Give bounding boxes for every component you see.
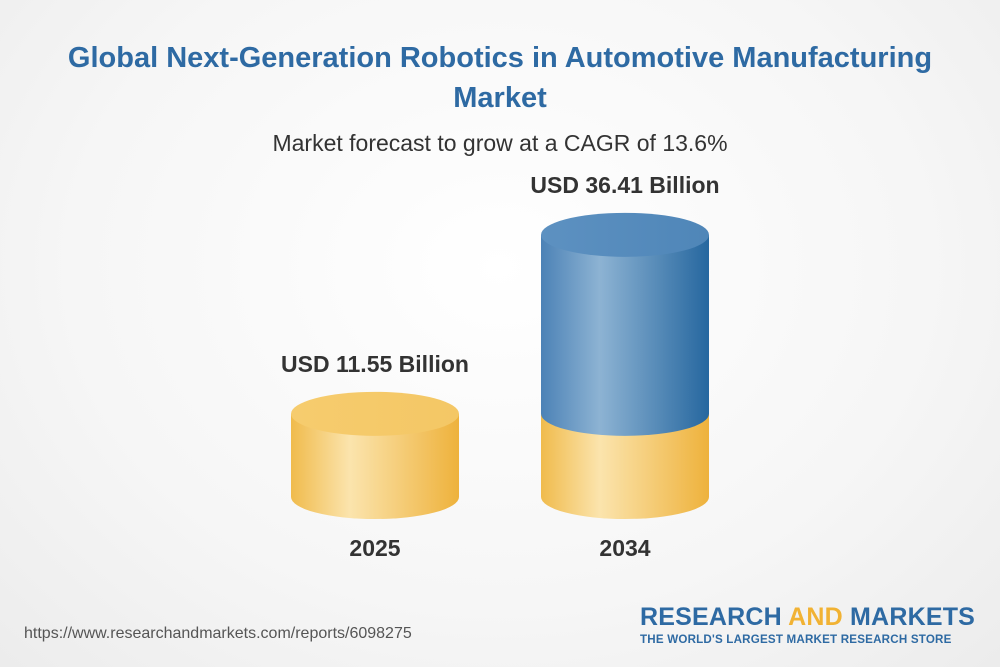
chart-subtitle: Market forecast to grow at a CAGR of 13.…	[272, 130, 728, 156]
bars-group	[291, 212, 709, 519]
bar-growth-segment-2034	[541, 234, 709, 436]
category-label-2034: 2034	[599, 535, 650, 561]
bar-top-2034	[541, 212, 709, 257]
research-and-markets-logo: RESEARCH AND MARKETS THE WORLD'S LARGEST…	[640, 603, 980, 646]
logo-tagline: THE WORLD'S LARGEST MARKET RESEARCH STOR…	[640, 633, 952, 646]
logo-word-markets: MARKETS	[842, 603, 976, 631]
logo-word-and: AND	[788, 603, 843, 631]
value-label-2034: USD 36.41 Billion	[530, 172, 719, 198]
labels-group: USD 11.55 Billion 2025 USD 36.41 Billion 20…	[281, 172, 720, 561]
bar-top-2025	[291, 391, 459, 436]
logo-word-research: RESEARCH	[640, 603, 789, 631]
value-label-2025: USD 11.55 Billion	[281, 351, 469, 377]
bar-base-segment-2034	[541, 413, 709, 519]
chart-title: Global Next-Generation Robotics in Autom…	[67, 42, 933, 114]
bar-2025	[291, 391, 459, 519]
bar-body-2025	[291, 413, 459, 519]
category-label-2025: 2025	[349, 535, 400, 561]
logo-wordmark: RESEARCH AND MARKETS	[640, 603, 980, 631]
source-url[interactable]: https://www.researchandmarkets.com/repor…	[24, 625, 412, 642]
bar-2034	[541, 212, 709, 519]
